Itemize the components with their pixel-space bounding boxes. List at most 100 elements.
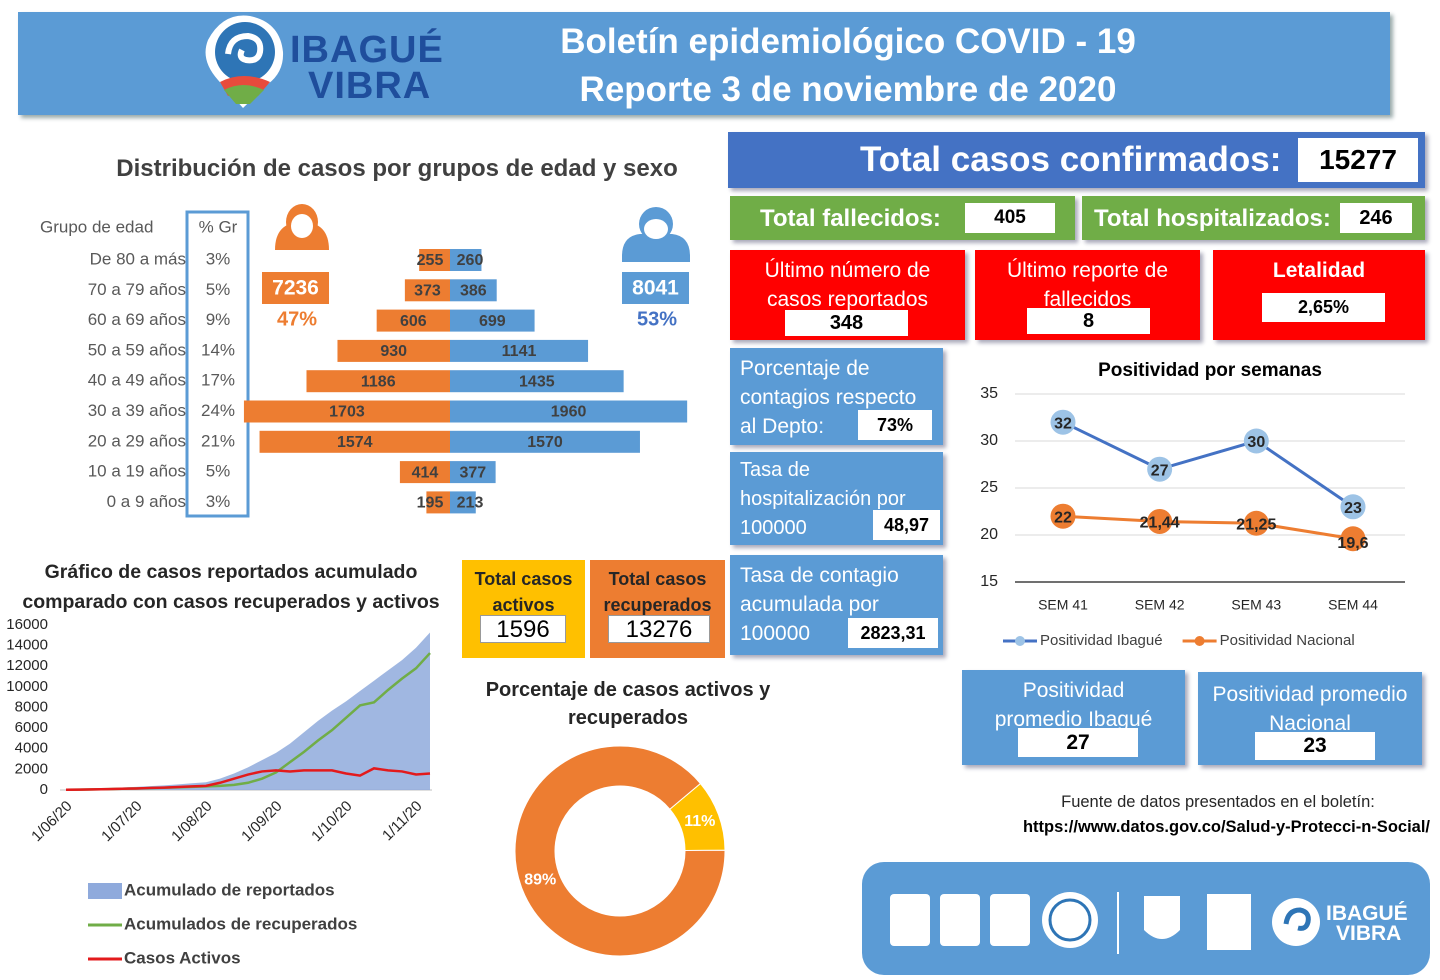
bar-label: 195 [417,495,444,512]
total-share: 47% [277,308,317,330]
kpi-value: 23 [1255,732,1375,760]
x-tick-label: 1/07/20 [98,798,145,845]
y-tick-label: 14000 [6,637,48,654]
logo-text: IBAGUÉ [290,29,444,71]
slice-label: 11% [684,813,715,830]
y-tick-label: 35 [980,385,998,402]
category-label: 40 a 49 años [88,371,186,390]
total-box [622,272,689,304]
logo-text: VIBRA [1336,922,1402,945]
logo-swirl [225,32,264,64]
y-tick-label: 0 [40,781,48,798]
bar-label: 1141 [502,343,537,360]
marker [1050,503,1076,529]
marker [1243,428,1269,454]
kpi-value: 15277 [1298,138,1418,182]
chart-title: Porcentaje de casos activos y recuperado… [485,679,771,729]
legend-label: Positividad Nacional [1220,632,1355,649]
y-tick-label: 30 [980,432,998,449]
line [1062,514,1354,541]
bar-label: 1703 [329,404,365,421]
share-label: 5% [206,280,231,299]
category-label: 60 a 69 años [88,310,186,329]
kpi-label: Porcentaje de contagios respecto al Dept… [740,357,917,438]
data-label: 22 [1054,509,1072,526]
avg-national-card: Positividad promedio Nacional 23 [1198,672,1422,765]
x-tick-label: 1/06/20 [28,798,75,845]
y-tick-label: 10000 [6,678,48,695]
kpi-label: Tasa de hospitalización por 100000 [740,459,906,539]
y-tick-label: 25 [980,479,998,496]
share-label: 9% [206,310,231,329]
kpi-label: Total hospitalizados: [1094,205,1331,232]
y-tick-label: 15 [980,573,998,590]
data-label: 30 [1247,434,1265,451]
dept-share-card: Porcentaje de contagios respecto al Dept… [730,348,943,445]
kpi-label: Total casos recuperados [603,569,712,615]
kpi-value: 2,65% [1262,293,1385,322]
legend-label: Positividad Ibagué [1040,632,1163,649]
logo-text: VIBRA [308,65,432,107]
bar [243,400,450,423]
header-title: Reporte 3 de noviembre de 2020 [579,70,1117,109]
y-tick-label: 16000 [6,616,48,633]
icon-face [644,219,668,239]
icon-face [291,214,313,238]
y-tick-label: 12000 [6,657,48,674]
share-label: 24% [201,401,235,420]
coat-of-arms [1144,896,1180,939]
total-value: 8041 [632,277,679,300]
kpi-value: 246 [1340,203,1412,233]
bar-label: 386 [460,283,487,300]
bar-label: 1574 [337,434,373,451]
y-tick-label: 2000 [15,760,48,777]
category-label: 70 a 79 años [88,280,186,299]
footer-band: IBAGUÉ VIBRA [862,862,1430,975]
legend-swatch [1015,636,1025,646]
kpi-label: Total casos confirmados: [860,140,1282,179]
slice-label: 89% [524,872,556,889]
bar-label: 373 [414,283,441,300]
kpi-value: 13276 [608,615,710,643]
marker [1147,456,1173,482]
bar [450,370,624,393]
bar [450,249,482,271]
kpi-value: 2823,31 [848,618,938,648]
marker [1340,494,1366,520]
x-tick-label: 1/11/20 [379,798,426,845]
bar [419,249,450,271]
bar-label: 414 [412,464,439,481]
x-tick-label: 1/09/20 [238,798,285,845]
kpi-label: Positividad promedio Nacional [1212,683,1408,735]
bar [450,279,497,302]
category-label: 30 a 39 años [88,401,186,420]
legend-swatch [1194,636,1205,646]
line [1062,420,1354,509]
kpi-label: Total fallecidos: [760,205,941,232]
category-label: 50 a 59 años [88,340,186,359]
category-label: 0 a 9 años [107,492,186,511]
hospitalized-card: Total hospitalizados: 246 [1082,196,1425,240]
share-label: 21% [201,431,235,450]
kpi-label: Último reporte de fallecidos [1006,259,1169,311]
female-icon [275,204,329,250]
share-box [185,210,250,518]
y-tick-label: 4000 [15,740,48,757]
recovered-card: Total casos recuperados 13276 [590,560,725,658]
y-tick-label: 20 [980,526,998,543]
data-label: 21,44 [1140,515,1180,532]
kpi-value: 73% [858,410,932,440]
bar-label: 377 [459,464,486,481]
header-title: Boletín epidemiológico COVID - 19 [560,22,1136,61]
hosp-rate-card: Tasa de hospitalización por 100000 48,97 [730,452,943,545]
data-label: 21,25 [1236,516,1276,533]
bar-label: 260 [457,252,484,269]
source-url[interactable]: https://www.datos.gov.co/Salud-y-Protecc… [1022,818,1430,836]
bar [450,400,688,423]
cert-logo [890,894,930,946]
bar [450,461,496,484]
area [66,632,430,790]
data-label: 19,6 [1337,535,1368,552]
share-label: 17% [201,371,235,390]
avg-ibague-card: Positividad promedio Ibagué 27 [962,670,1185,765]
